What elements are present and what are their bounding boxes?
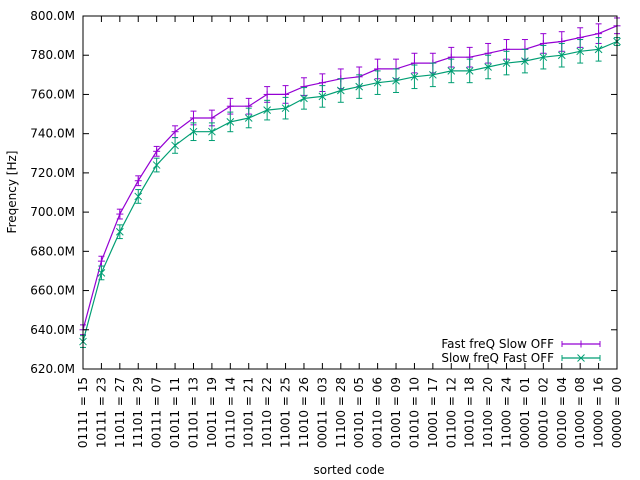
y-tick-label: 640.0M (30, 323, 75, 337)
plus-marker (116, 210, 124, 218)
cross-marker (226, 118, 235, 126)
cross-marker (484, 63, 492, 71)
legend-label: Fast freQ Slow OFF (441, 337, 554, 351)
x-tick-label: 01011 = 11 (168, 377, 182, 448)
legend-item: Slow freQ Fast OFF (441, 351, 601, 365)
x-tick-label: 01010 = 10 (407, 377, 421, 448)
y-tick-label: 720.0M (30, 166, 75, 180)
series-2 (79, 37, 621, 348)
y-tick-label: 680.0M (30, 244, 75, 258)
cross-marker (577, 354, 585, 362)
x-tick-label: 00011 = 03 (315, 377, 329, 448)
x-axis-label: sorted code (314, 463, 385, 477)
cross-marker (300, 94, 308, 103)
cross-marker (318, 92, 327, 101)
x-axis-ticks: 01111 = 15 10111 = 23 11011 = 27 11101 = 29… (76, 16, 624, 448)
cross-marker (134, 192, 143, 201)
plus-marker (595, 30, 603, 38)
series-1 (79, 17, 621, 336)
plus-marker (318, 79, 326, 87)
cross-marker (244, 114, 253, 122)
y-tick-label: 800.0M (30, 9, 75, 23)
cross-marker (465, 67, 474, 75)
cross-marker (410, 72, 419, 81)
cross-marker (263, 106, 271, 114)
x-tick-label: 01000 = 08 (573, 377, 587, 448)
x-tick-label: 01111 = 15 (76, 377, 90, 448)
y-tick-label: 780.0M (30, 48, 75, 62)
cross-marker (115, 227, 124, 236)
cross-marker (392, 76, 400, 85)
x-tick-label: 10000 = 16 (592, 377, 606, 448)
cross-marker (336, 86, 345, 95)
x-tick-label: 00110 = 06 (371, 377, 385, 448)
legend-item: Fast freQ Slow OFF (441, 337, 601, 351)
x-tick-label: 00111 = 07 (150, 377, 164, 448)
plus-marker (282, 90, 290, 98)
cross-marker (171, 141, 179, 150)
plus-marker (226, 102, 234, 110)
cross-marker (429, 70, 437, 79)
x-tick-label: 11011 = 27 (113, 377, 127, 448)
x-tick-label: 11100 = 28 (334, 377, 348, 448)
cross-marker (576, 47, 585, 56)
x-tick-label: 10101 = 21 (242, 377, 256, 448)
cross-marker (97, 269, 106, 277)
x-tick-label: 00000 = 00 (610, 377, 624, 448)
x-tick-label: 11010 = 26 (297, 377, 311, 448)
cross-marker (373, 78, 382, 87)
plus-marker (208, 114, 216, 122)
x-tick-label: 00001 = 01 (518, 377, 532, 448)
cross-marker (189, 127, 198, 136)
chart-marks (79, 17, 621, 348)
x-tick-label: 10010 = 18 (463, 377, 477, 448)
y-tick-label: 620.0M (30, 362, 75, 376)
plus-marker (189, 114, 197, 122)
x-tick-label: 01100 = 12 (444, 377, 458, 448)
cross-marker (502, 59, 511, 67)
x-tick-label: 00100 = 04 (555, 377, 569, 448)
cross-marker (281, 104, 290, 113)
x-tick-label: 11101 = 29 (131, 377, 145, 448)
x-tick-label: 00010 = 02 (536, 377, 550, 448)
x-tick-label: 10001 = 17 (426, 377, 440, 448)
x-tick-label: 11001 = 25 (279, 377, 293, 448)
x-tick-label: 10011 = 19 (205, 377, 219, 448)
plus-marker (577, 340, 585, 348)
x-tick-label: 01001 = 09 (389, 377, 403, 448)
y-axis-ticks: 620.0M 640.0M 660.0M 680.0M 700.0M 720.0M 740.… (30, 9, 617, 376)
y-tick-label: 660.0M (30, 284, 75, 298)
x-tick-label: 10111 = 23 (94, 377, 108, 448)
series-line (82, 25, 618, 330)
cross-marker (594, 45, 603, 54)
cross-marker (539, 53, 548, 62)
x-tick-label: 10100 = 20 (481, 377, 495, 448)
x-tick-label: 01101 = 13 (186, 377, 200, 448)
legend-label: Slow freQ Fast OFF (441, 351, 554, 365)
y-axis-label: Freqency [Hz] (5, 151, 19, 234)
x-tick-label: 11000 = 24 (500, 377, 514, 448)
x-tick-label: 10110 = 22 (260, 377, 274, 448)
plus-marker (97, 257, 105, 265)
plus-marker (153, 147, 161, 155)
cross-marker (447, 67, 456, 75)
plus-marker (171, 128, 179, 136)
cross-marker (208, 127, 216, 136)
cross-marker (521, 57, 529, 65)
x-tick-label: 00101 = 05 (352, 377, 366, 448)
series-line (82, 40, 618, 342)
x-tick-label: 01110 = 14 (223, 377, 237, 448)
cross-marker (557, 51, 566, 60)
plus-marker (134, 177, 142, 185)
y-tick-label: 760.0M (30, 87, 75, 101)
y-tick-label: 740.0M (30, 127, 75, 141)
plus-marker (263, 90, 271, 98)
plot-frame (82, 15, 618, 370)
cross-marker (355, 82, 364, 91)
y-tick-label: 700.0M (30, 205, 75, 219)
cross-marker (152, 161, 161, 169)
